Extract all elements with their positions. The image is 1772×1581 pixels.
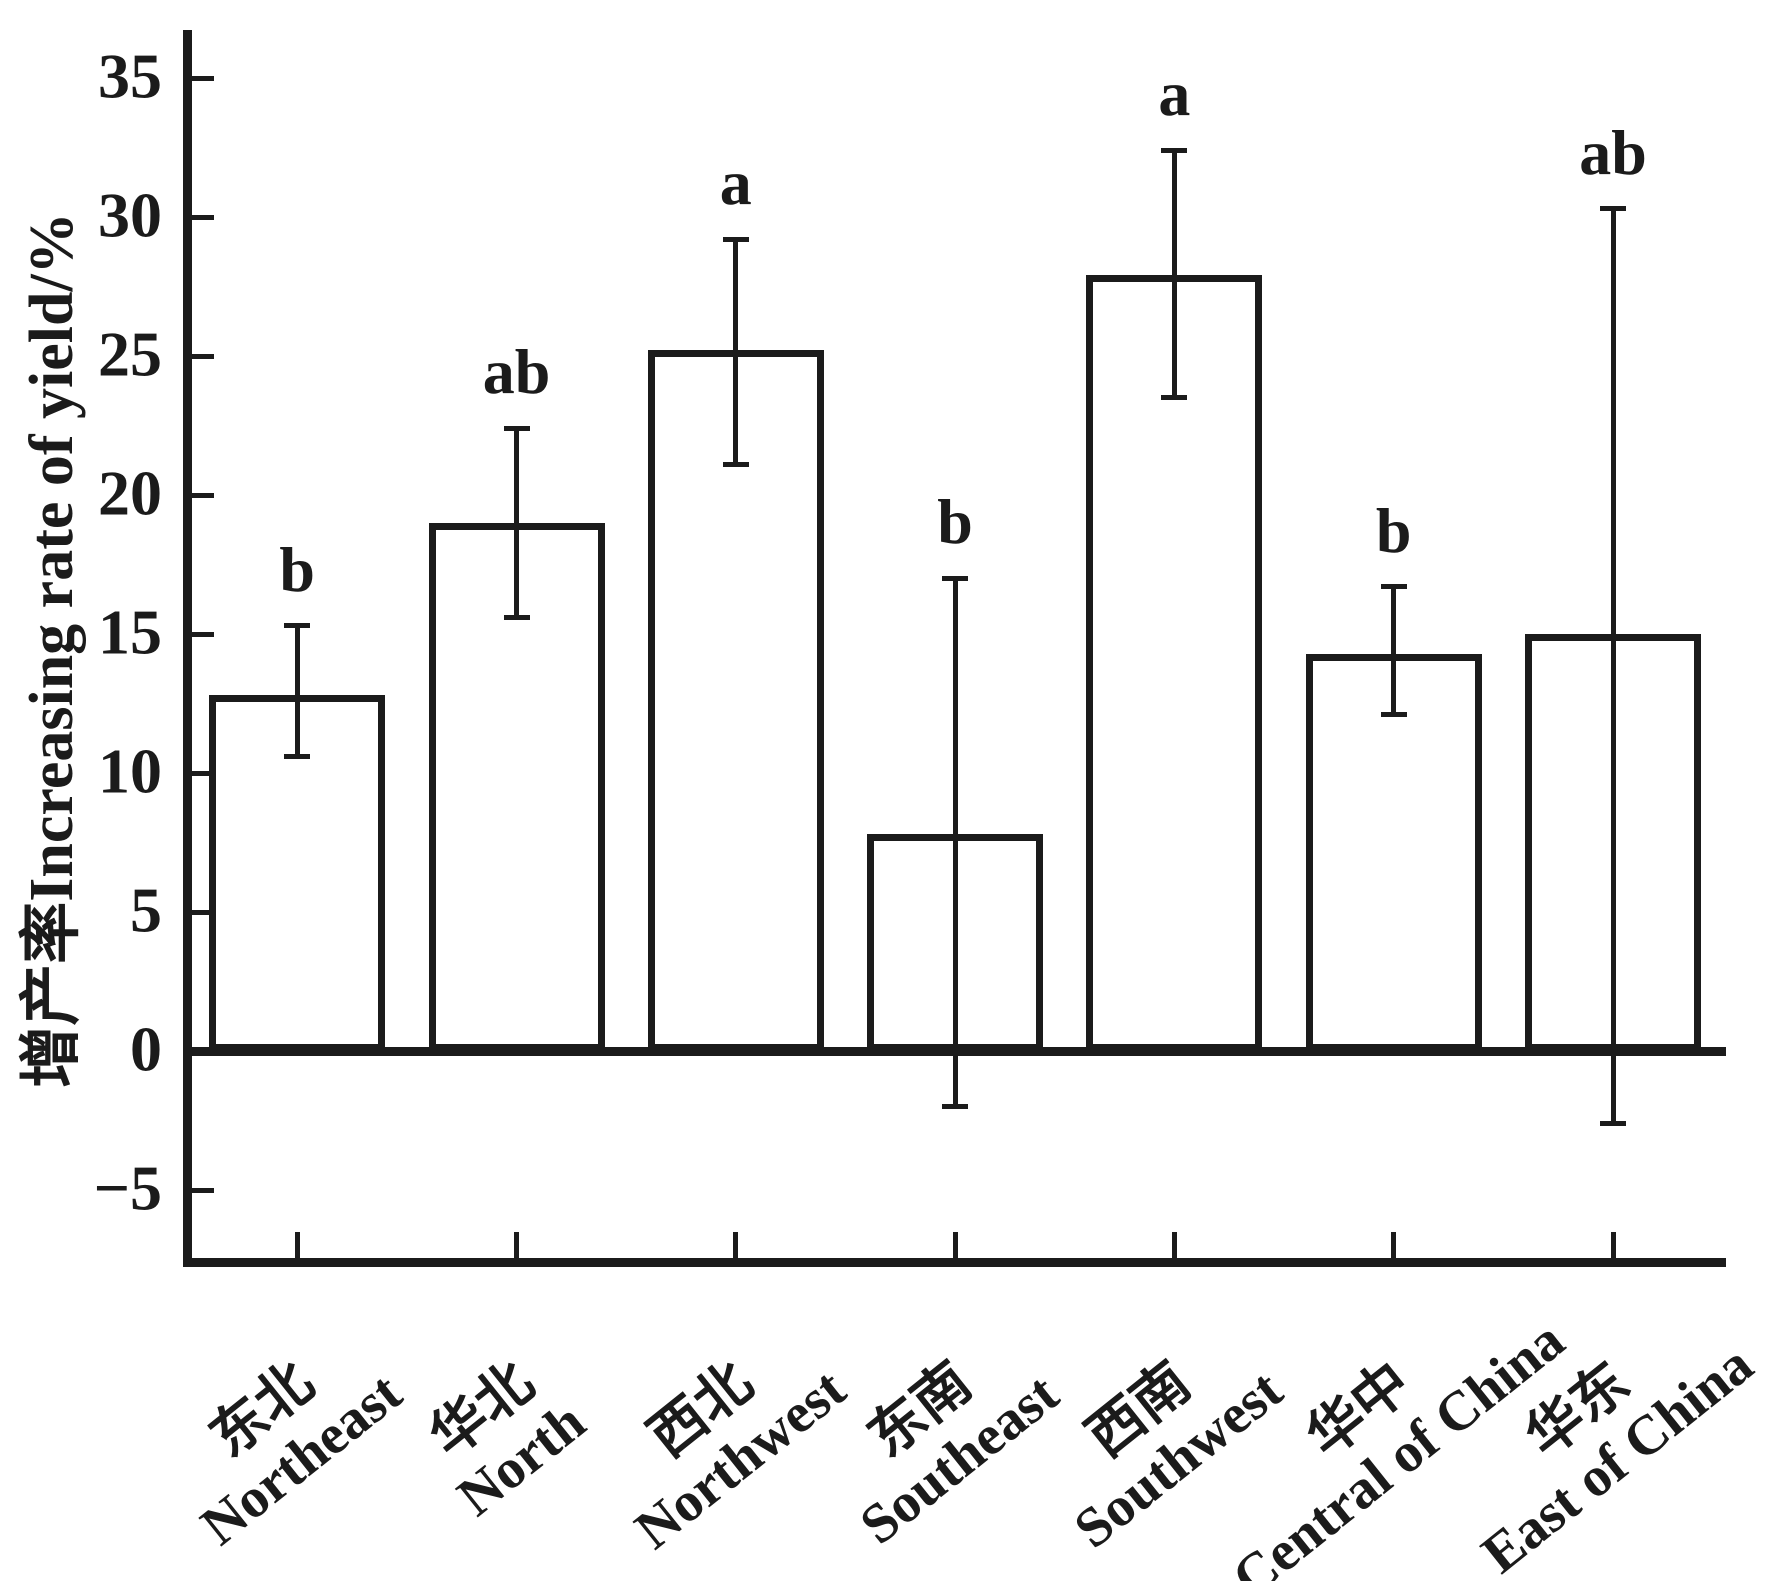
x-tick-mark [294, 1232, 300, 1258]
y-tick-label: 30 [98, 179, 162, 251]
y-tick-mark [192, 75, 214, 81]
x-category-label: 东北 Northeast [151, 1312, 414, 1558]
significance-letter: a [1158, 58, 1191, 130]
y-tick-label: 5 [130, 874, 162, 946]
significance-letter: b [937, 486, 973, 558]
error-bar-line [952, 578, 958, 1107]
y-tick-label: 0 [130, 1013, 162, 1085]
y-tick-label: 20 [98, 457, 162, 529]
y-tick-mark [192, 909, 214, 915]
significance-letter: ab [1579, 116, 1647, 188]
y-tick-mark [192, 770, 214, 776]
error-bar-cap-top [722, 236, 749, 242]
x-tick-mark [733, 1232, 739, 1258]
error-bar-cap-bottom [284, 753, 311, 759]
x-category-label: 西北 Northwest [584, 1308, 857, 1561]
y-tick-label: 35 [98, 40, 162, 112]
y-tick-label: 25 [98, 318, 162, 390]
error-bar-cap-top [503, 425, 530, 431]
error-bar-cap-top [284, 623, 311, 629]
error-bar-cap-top [942, 575, 969, 581]
significance-letter: b [279, 533, 315, 605]
error-bar-cap-bottom [1161, 395, 1188, 401]
x-tick-mark [1610, 1232, 1616, 1258]
x-tick-mark [514, 1232, 519, 1258]
error-bar-line [1610, 208, 1616, 1124]
y-tick-label: 15 [98, 596, 162, 668]
x-axis-line [183, 1258, 1726, 1267]
error-bar-line [514, 428, 519, 618]
y-axis-spine [183, 30, 192, 1267]
y-tick-mark [192, 214, 214, 220]
error-bar-line [733, 239, 739, 465]
y-tick-label: 10 [98, 735, 162, 807]
x-category-label: 东南 Southeast [810, 1313, 1071, 1557]
significance-letter: a [719, 147, 752, 219]
error-bar-cap-top [1380, 584, 1407, 590]
significance-letter: ab [482, 336, 551, 408]
error-bar-cap-top [1600, 206, 1626, 212]
error-bar-cap-bottom [503, 614, 530, 620]
significance-letter: b [1375, 494, 1412, 566]
error-bar-cap-bottom [1600, 1120, 1626, 1126]
error-bar-cap-bottom [1380, 712, 1407, 718]
error-bar-line [294, 625, 300, 757]
error-bar-cap-bottom [722, 461, 749, 467]
error-bar-cap-bottom [942, 1104, 969, 1110]
y-tick-label: −5 [93, 1152, 162, 1224]
y-tick-mark [192, 631, 214, 637]
error-bar-line [1171, 150, 1177, 398]
bar [647, 350, 824, 1051]
y-tick-mark [192, 1187, 214, 1193]
y-tick-mark [192, 353, 214, 359]
error-bar-line [1391, 586, 1397, 715]
y-tick-mark [192, 492, 214, 498]
x-tick-mark [1391, 1232, 1397, 1258]
x-tick-mark [952, 1232, 958, 1258]
x-tick-mark [1171, 1232, 1177, 1258]
error-bar-cap-top [1161, 147, 1188, 153]
x-category-label: 华北 North [406, 1341, 596, 1528]
